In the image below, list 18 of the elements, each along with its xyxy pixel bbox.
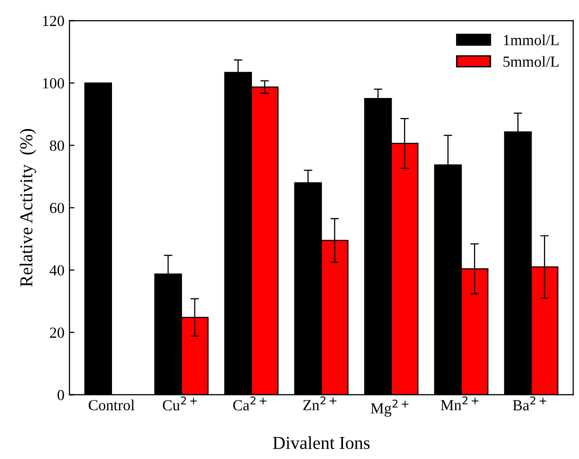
y-tick-label: 0 [58, 390, 64, 400]
y-tick-label: 60 [50, 202, 64, 214]
x-tick-label: Mg$^{2+}$ [370, 400, 408, 417]
y-axis-title: Relative Activity (%) [20, 129, 36, 287]
legend-label: 5mmol/L [503, 56, 559, 67]
legend-label: 1mmol/L [504, 34, 559, 46]
y-tick-label: 120 [43, 16, 64, 26]
x-tick-label: Control [88, 400, 134, 410]
y-tick-label: 20 [50, 328, 64, 338]
x-tick-label: Cu$^{2+}$ [162, 396, 197, 410]
y-tick-label: 40 [50, 265, 64, 276]
x-tick-label: Ca$^{2+}$ [233, 396, 266, 410]
y-tick-label: 80 [50, 140, 64, 151]
x-axis-title: Divalent Ions [272, 436, 370, 450]
x-tick-label: Mn$^{2+}$ [440, 396, 478, 410]
y-tick-label: 100 [43, 78, 64, 88]
x-tick-label: Zn$^{2+}$ [303, 396, 336, 410]
x-tick-label: Ba$^{2+}$ [512, 396, 546, 410]
